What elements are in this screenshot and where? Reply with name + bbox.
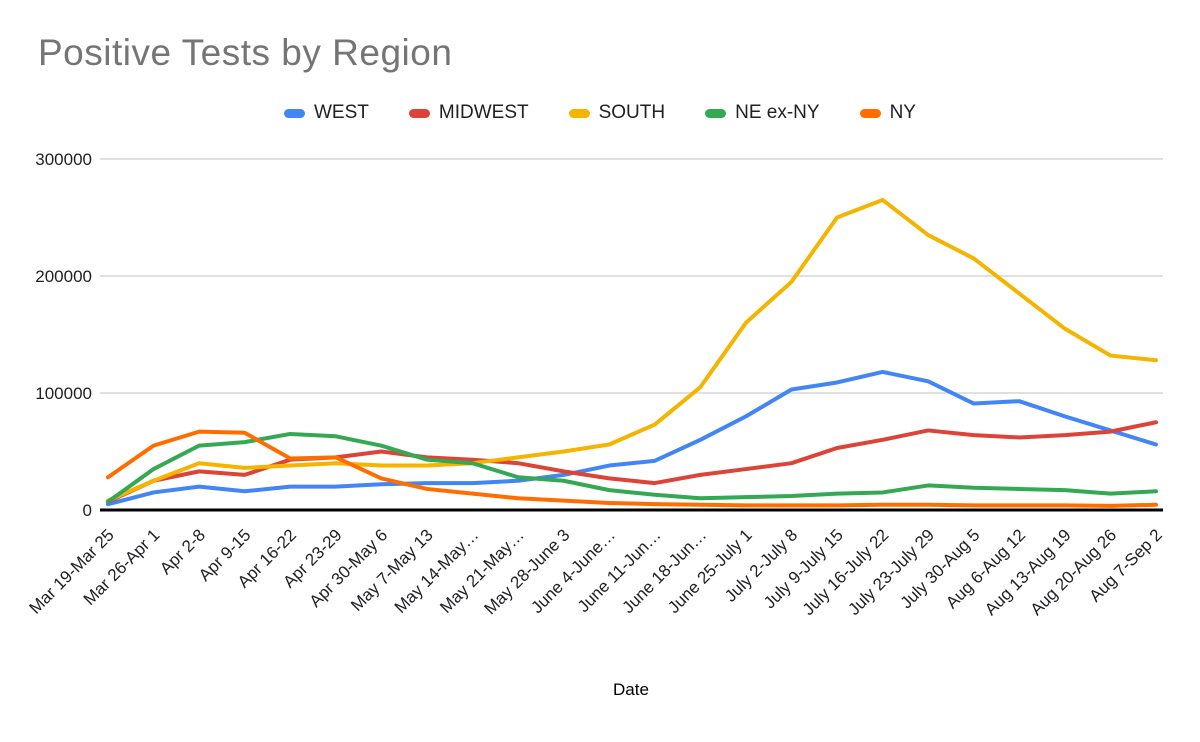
legend-label: MIDWEST <box>438 102 529 123</box>
y-tick-label: 300000 <box>35 150 92 169</box>
y-tick-label: 100000 <box>35 384 92 403</box>
x-tick-label: Aug 6-Aug 12 <box>942 525 1029 612</box>
chart-legend: WEST MIDWEST SOUTH NE ex-NY NY <box>0 102 1200 124</box>
legend-item-MIDWEST: MIDWEST <box>408 102 529 124</box>
y-tick-label: 0 <box>83 501 92 520</box>
x-axis-title: Date <box>613 680 649 699</box>
legend-swatch-icon <box>284 108 305 118</box>
legend-item-SOUTH: SOUTH <box>568 102 666 124</box>
legend-label: SOUTH <box>598 102 666 123</box>
series-line-SOUTH <box>106 197 1158 503</box>
series-line-WEST <box>106 369 1158 507</box>
y-tick-label: 200000 <box>35 267 92 286</box>
x-tick-label: July 30-Aug 5 <box>897 525 984 612</box>
series-line-NY <box>106 429 1158 508</box>
legend-swatch-icon <box>568 108 590 118</box>
legend-swatch-icon <box>859 108 881 118</box>
series-line-NE-ex-NY <box>106 431 1158 504</box>
legend-label: WEST <box>314 102 369 123</box>
legend-label: NE ex-NY <box>735 102 820 123</box>
chart-title: Positive Tests by Region <box>38 32 453 73</box>
x-tick-label: July 9-July 15 <box>760 525 847 612</box>
legend-swatch-icon <box>408 108 430 118</box>
series-line-MIDWEST <box>106 420 1158 504</box>
legend-item-WEST: WEST <box>284 102 369 124</box>
legend-label: NY <box>889 102 916 123</box>
legend-item-NE-ex-NY: NE ex-NY <box>705 102 820 124</box>
legend-item-NY: NY <box>859 102 916 124</box>
legend-swatch-icon <box>705 108 727 118</box>
